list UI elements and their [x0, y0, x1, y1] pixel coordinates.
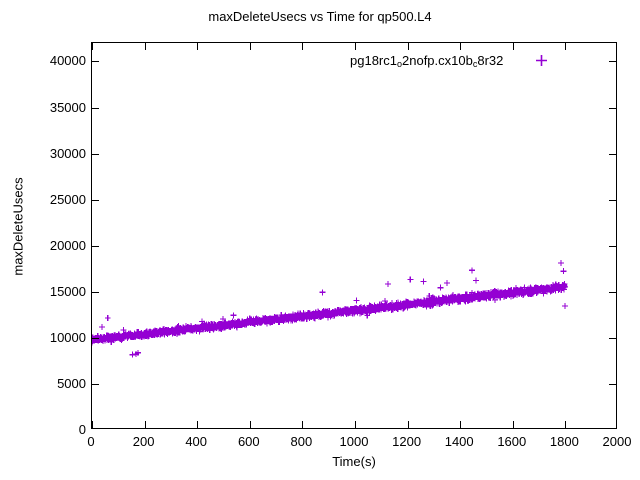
x-tick [565, 421, 567, 428]
x-tick [355, 421, 356, 428]
x-tick-top [92, 43, 93, 50]
x-tick-label: 2000 [602, 434, 632, 449]
y-tick [92, 153, 99, 155]
y-tick [92, 245, 99, 247]
y-tick-label: 15000 [49, 283, 86, 299]
x-tick-label: 400 [185, 434, 208, 449]
y-tick [92, 337, 99, 339]
scatter-points-layer [92, 259, 568, 358]
y-tick-label: 20000 [49, 237, 86, 253]
x-tick-top [512, 43, 514, 50]
x-tick-top [249, 43, 251, 50]
x-tick-label: 600 [237, 434, 260, 449]
y-tick-right [609, 199, 616, 201]
y-tick [92, 107, 99, 109]
x-tick [92, 421, 93, 428]
chart-title: maxDeleteUsecs vs Time for qp500.L4 [208, 9, 432, 24]
y-axis-title: maxDeleteUsecs [10, 177, 26, 276]
y-tick [92, 199, 99, 201]
x-axis-title: Time(s) [332, 454, 376, 469]
y-tick-label: 30000 [49, 145, 86, 161]
x-tick [460, 421, 462, 428]
y-tick-label: 40000 [49, 53, 86, 69]
x-tick-label: 800 [290, 434, 313, 449]
y-tick [92, 61, 99, 63]
scatter-series-0 [92, 259, 568, 358]
x-axis-tick-labels: 0 200 400 600 800 1000 1200 1400 1600 1800 2000 [87, 434, 631, 452]
y-tick-label: 0 [78, 422, 86, 437]
x-tick-label: 1400 [444, 434, 474, 449]
y-tick-label: 35000 [49, 99, 86, 115]
y-tick-right [609, 107, 616, 109]
y-tick-right [609, 291, 616, 293]
y-tick-label: 10000 [49, 329, 86, 345]
y-axis-tick-labels: 0 5000 10000 15000 20000 25000 30000 35000 40000 [4, 42, 86, 436]
x-tick [144, 421, 146, 428]
x-tick [302, 421, 304, 428]
x-tick [197, 421, 199, 428]
x-tick-top [355, 43, 356, 50]
x-tick-top [197, 43, 199, 50]
x-tick-label: 1200 [392, 434, 422, 449]
y-tick-right [609, 153, 616, 155]
x-tick-label: 1600 [497, 434, 527, 449]
x-tick-label: 200 [132, 434, 155, 449]
y-tick-right [609, 337, 616, 339]
legend-entry-label: pg18rc1o2nofp.cx10bc8r32 [350, 52, 504, 69]
x-tick-label: 1800 [549, 434, 579, 449]
x-tick-top [565, 43, 567, 50]
x-tick-top [144, 43, 146, 50]
x-tick-label: 0 [87, 434, 95, 449]
y-tick-label: 5000 [57, 375, 86, 391]
x-tick-top [302, 43, 304, 50]
x-tick [407, 421, 409, 428]
plot-area [91, 42, 617, 429]
x-tick [512, 421, 514, 428]
x-tick-top [407, 43, 409, 50]
y-tick-right [609, 383, 616, 385]
y-tick [92, 291, 99, 293]
legend-marker-plus-icon [519, 54, 563, 67]
x-tick-top [460, 43, 462, 50]
y-tick-label: 25000 [49, 191, 86, 207]
legend: pg18rc1o2nofp.cx10bc8r32 [350, 50, 563, 70]
x-tick [249, 421, 251, 428]
x-tick-label: 1000 [339, 434, 369, 449]
y-tick [92, 383, 99, 385]
y-tick-right [609, 245, 616, 247]
y-tick-right [609, 61, 616, 63]
